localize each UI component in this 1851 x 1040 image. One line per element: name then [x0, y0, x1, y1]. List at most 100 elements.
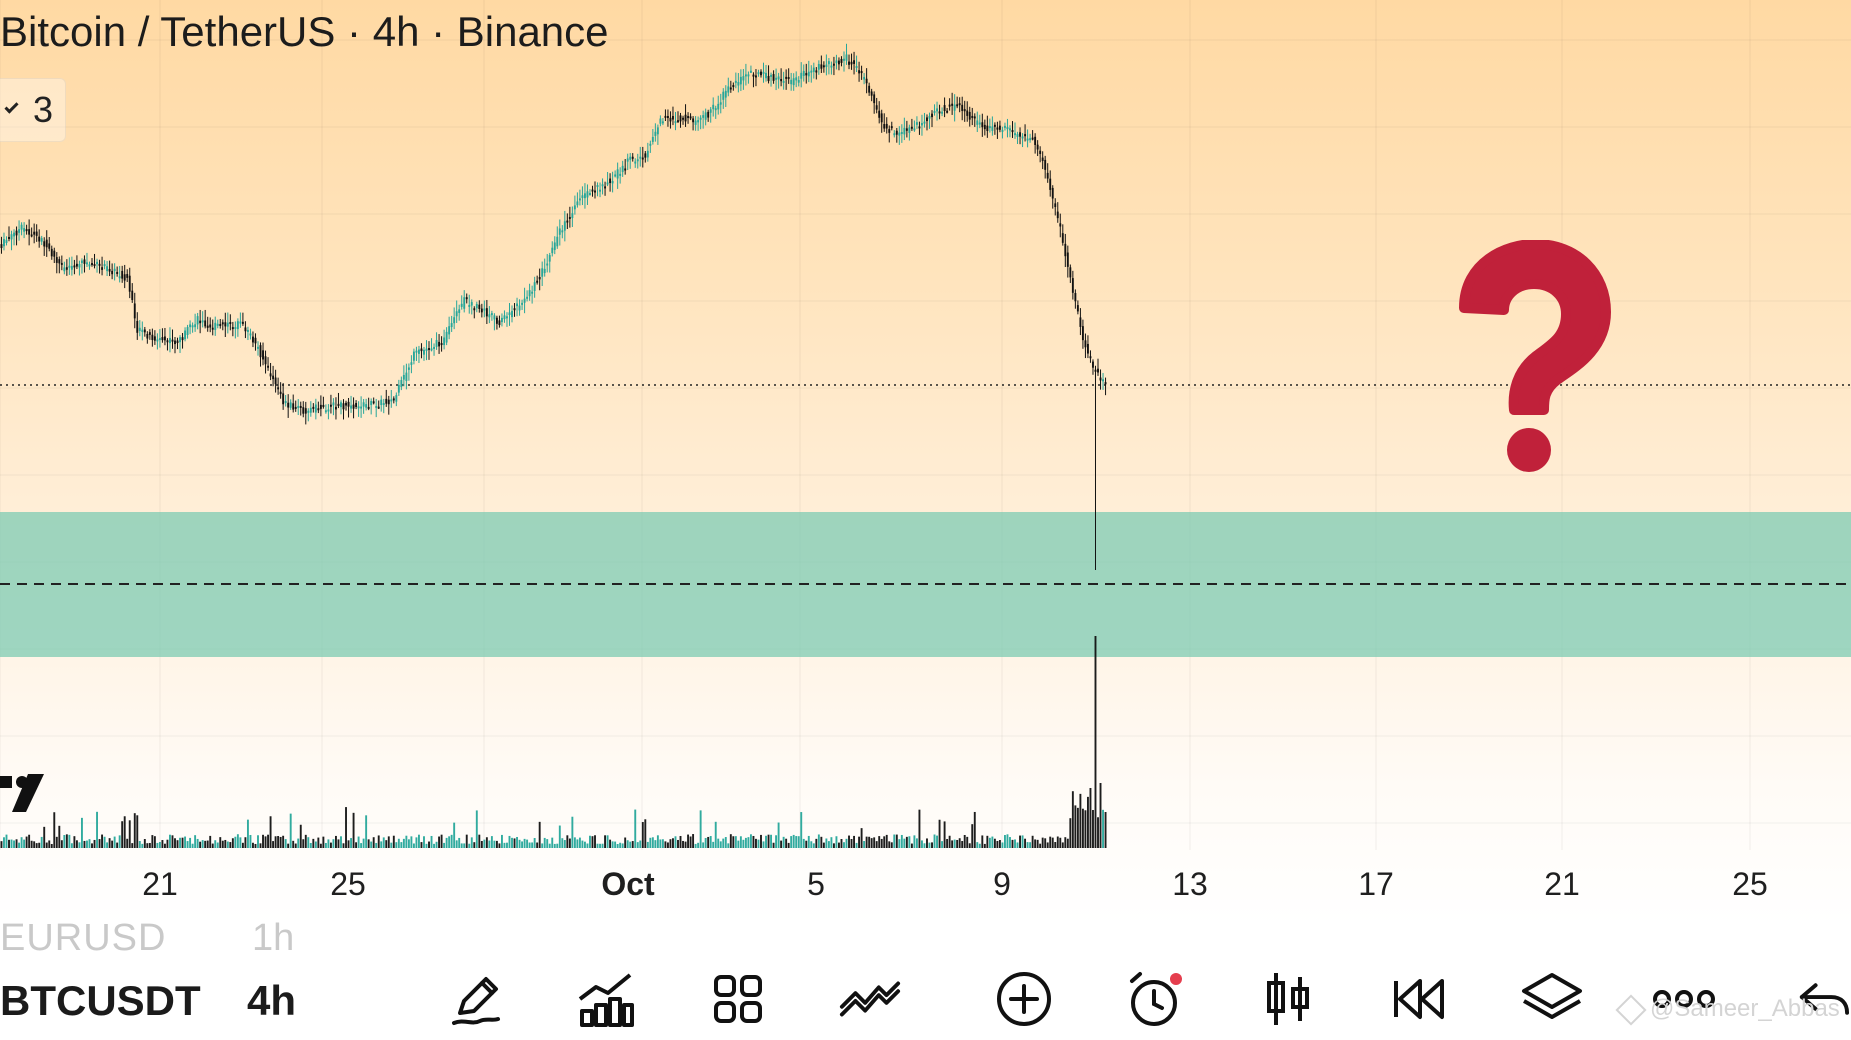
volume-bar: [526, 839, 529, 848]
candle: [8, 236, 10, 239]
indicators-badge[interactable]: 3: [0, 78, 66, 142]
candle: [274, 377, 277, 385]
candle: [428, 348, 430, 351]
previous-symbol[interactable]: EURUSD: [0, 917, 167, 959]
candle: [60, 262, 63, 265]
volume-bar: [503, 842, 506, 848]
volume-bar: [991, 836, 994, 848]
volume-bar: [981, 835, 984, 848]
candle: [450, 323, 453, 328]
candle: [48, 243, 51, 249]
volume-bar: [106, 842, 109, 848]
candle: [760, 71, 762, 76]
volume-bar: [606, 835, 609, 848]
candle: [802, 70, 805, 76]
chart-area[interactable]: Bitcoin / TetherUS · 4h · Binance 3 21 25…: [0, 0, 1851, 925]
candle: [357, 406, 360, 409]
candle: [898, 132, 901, 136]
volume-bar: [367, 839, 370, 848]
volume-bar: [910, 843, 913, 848]
volume-bar: [302, 839, 305, 848]
templates-button[interactable]: [706, 967, 770, 1031]
volume-bar: [133, 813, 136, 848]
draw-tool-button[interactable]: [444, 967, 508, 1031]
candle: [910, 126, 913, 129]
candle: [163, 336, 166, 341]
candle: [410, 362, 413, 365]
volume-bar: [843, 842, 845, 848]
candle: [908, 127, 911, 133]
candle: [478, 304, 481, 309]
volume-bar: [589, 835, 591, 848]
volume-bar: [30, 840, 33, 848]
volume-bar: [921, 840, 923, 848]
candle: [609, 178, 612, 184]
volume-bar: [817, 834, 820, 848]
volume-bar: [694, 843, 697, 848]
volume-bar: [536, 842, 539, 848]
volume-bar: [1086, 796, 1089, 848]
candle: [453, 317, 456, 324]
interval-selector[interactable]: 4h: [247, 977, 297, 1024]
volume-bar: [840, 839, 843, 848]
indicators-button[interactable]: [574, 967, 638, 1031]
volume-bar: [199, 841, 202, 848]
candle: [868, 85, 871, 93]
candle: [961, 104, 964, 111]
candle: [483, 308, 486, 311]
volume-bar: [176, 840, 179, 848]
candle: [1049, 178, 1052, 190]
volume-bar: [405, 835, 408, 848]
candle: [23, 228, 26, 232]
candle: [508, 312, 511, 315]
volume-bar: [749, 834, 752, 848]
candle: [236, 321, 239, 330]
volume-bar: [184, 836, 187, 848]
volume-bar: [440, 834, 443, 848]
volume-bar: [448, 836, 451, 848]
previous-interval[interactable]: 1h: [252, 917, 295, 959]
candle: [420, 348, 423, 352]
undo-button[interactable]: [1792, 967, 1851, 1031]
symbol-name[interactable]: BTCUSDT: [0, 977, 201, 1024]
volume-bar: [1059, 837, 1062, 848]
volume-bar: [807, 835, 810, 848]
candle: [1009, 128, 1011, 131]
candle: [5, 239, 8, 243]
candle: [1069, 267, 1072, 278]
compare-button[interactable]: [838, 967, 902, 1031]
volume-bar: [712, 841, 715, 848]
volume-bar: [397, 838, 400, 848]
candle: [1066, 252, 1069, 267]
volume-bar: [460, 843, 463, 848]
price-chart[interactable]: [0, 0, 1851, 925]
candle: [88, 264, 91, 267]
candle: [342, 403, 345, 410]
candle: [377, 406, 380, 409]
alert-button[interactable]: [1122, 967, 1186, 1031]
candle: [601, 184, 604, 187]
volume-bar: [775, 835, 778, 848]
checkmark-icon: [4, 99, 19, 114]
volume-bar: [355, 842, 358, 848]
candle: [858, 70, 861, 74]
chart-type-button[interactable]: [1256, 967, 1320, 1031]
candle: [860, 71, 863, 74]
candle: [407, 367, 410, 370]
add-button[interactable]: [992, 967, 1056, 1031]
volume-bar: [292, 840, 295, 848]
replay-button[interactable]: [1388, 967, 1452, 1031]
volume-bar: [58, 825, 61, 848]
layers-button[interactable]: [1520, 967, 1584, 1031]
volume-bar: [153, 836, 156, 848]
volume-bar: [395, 842, 398, 848]
more-button[interactable]: [1652, 967, 1716, 1031]
candle: [264, 356, 267, 365]
volume-bar: [651, 837, 654, 848]
volume-bar: [546, 839, 549, 848]
volume-bar: [13, 840, 15, 848]
volume-bar: [900, 834, 903, 848]
volume-bar: [101, 834, 104, 848]
candle: [485, 308, 488, 317]
candle: [641, 157, 644, 160]
